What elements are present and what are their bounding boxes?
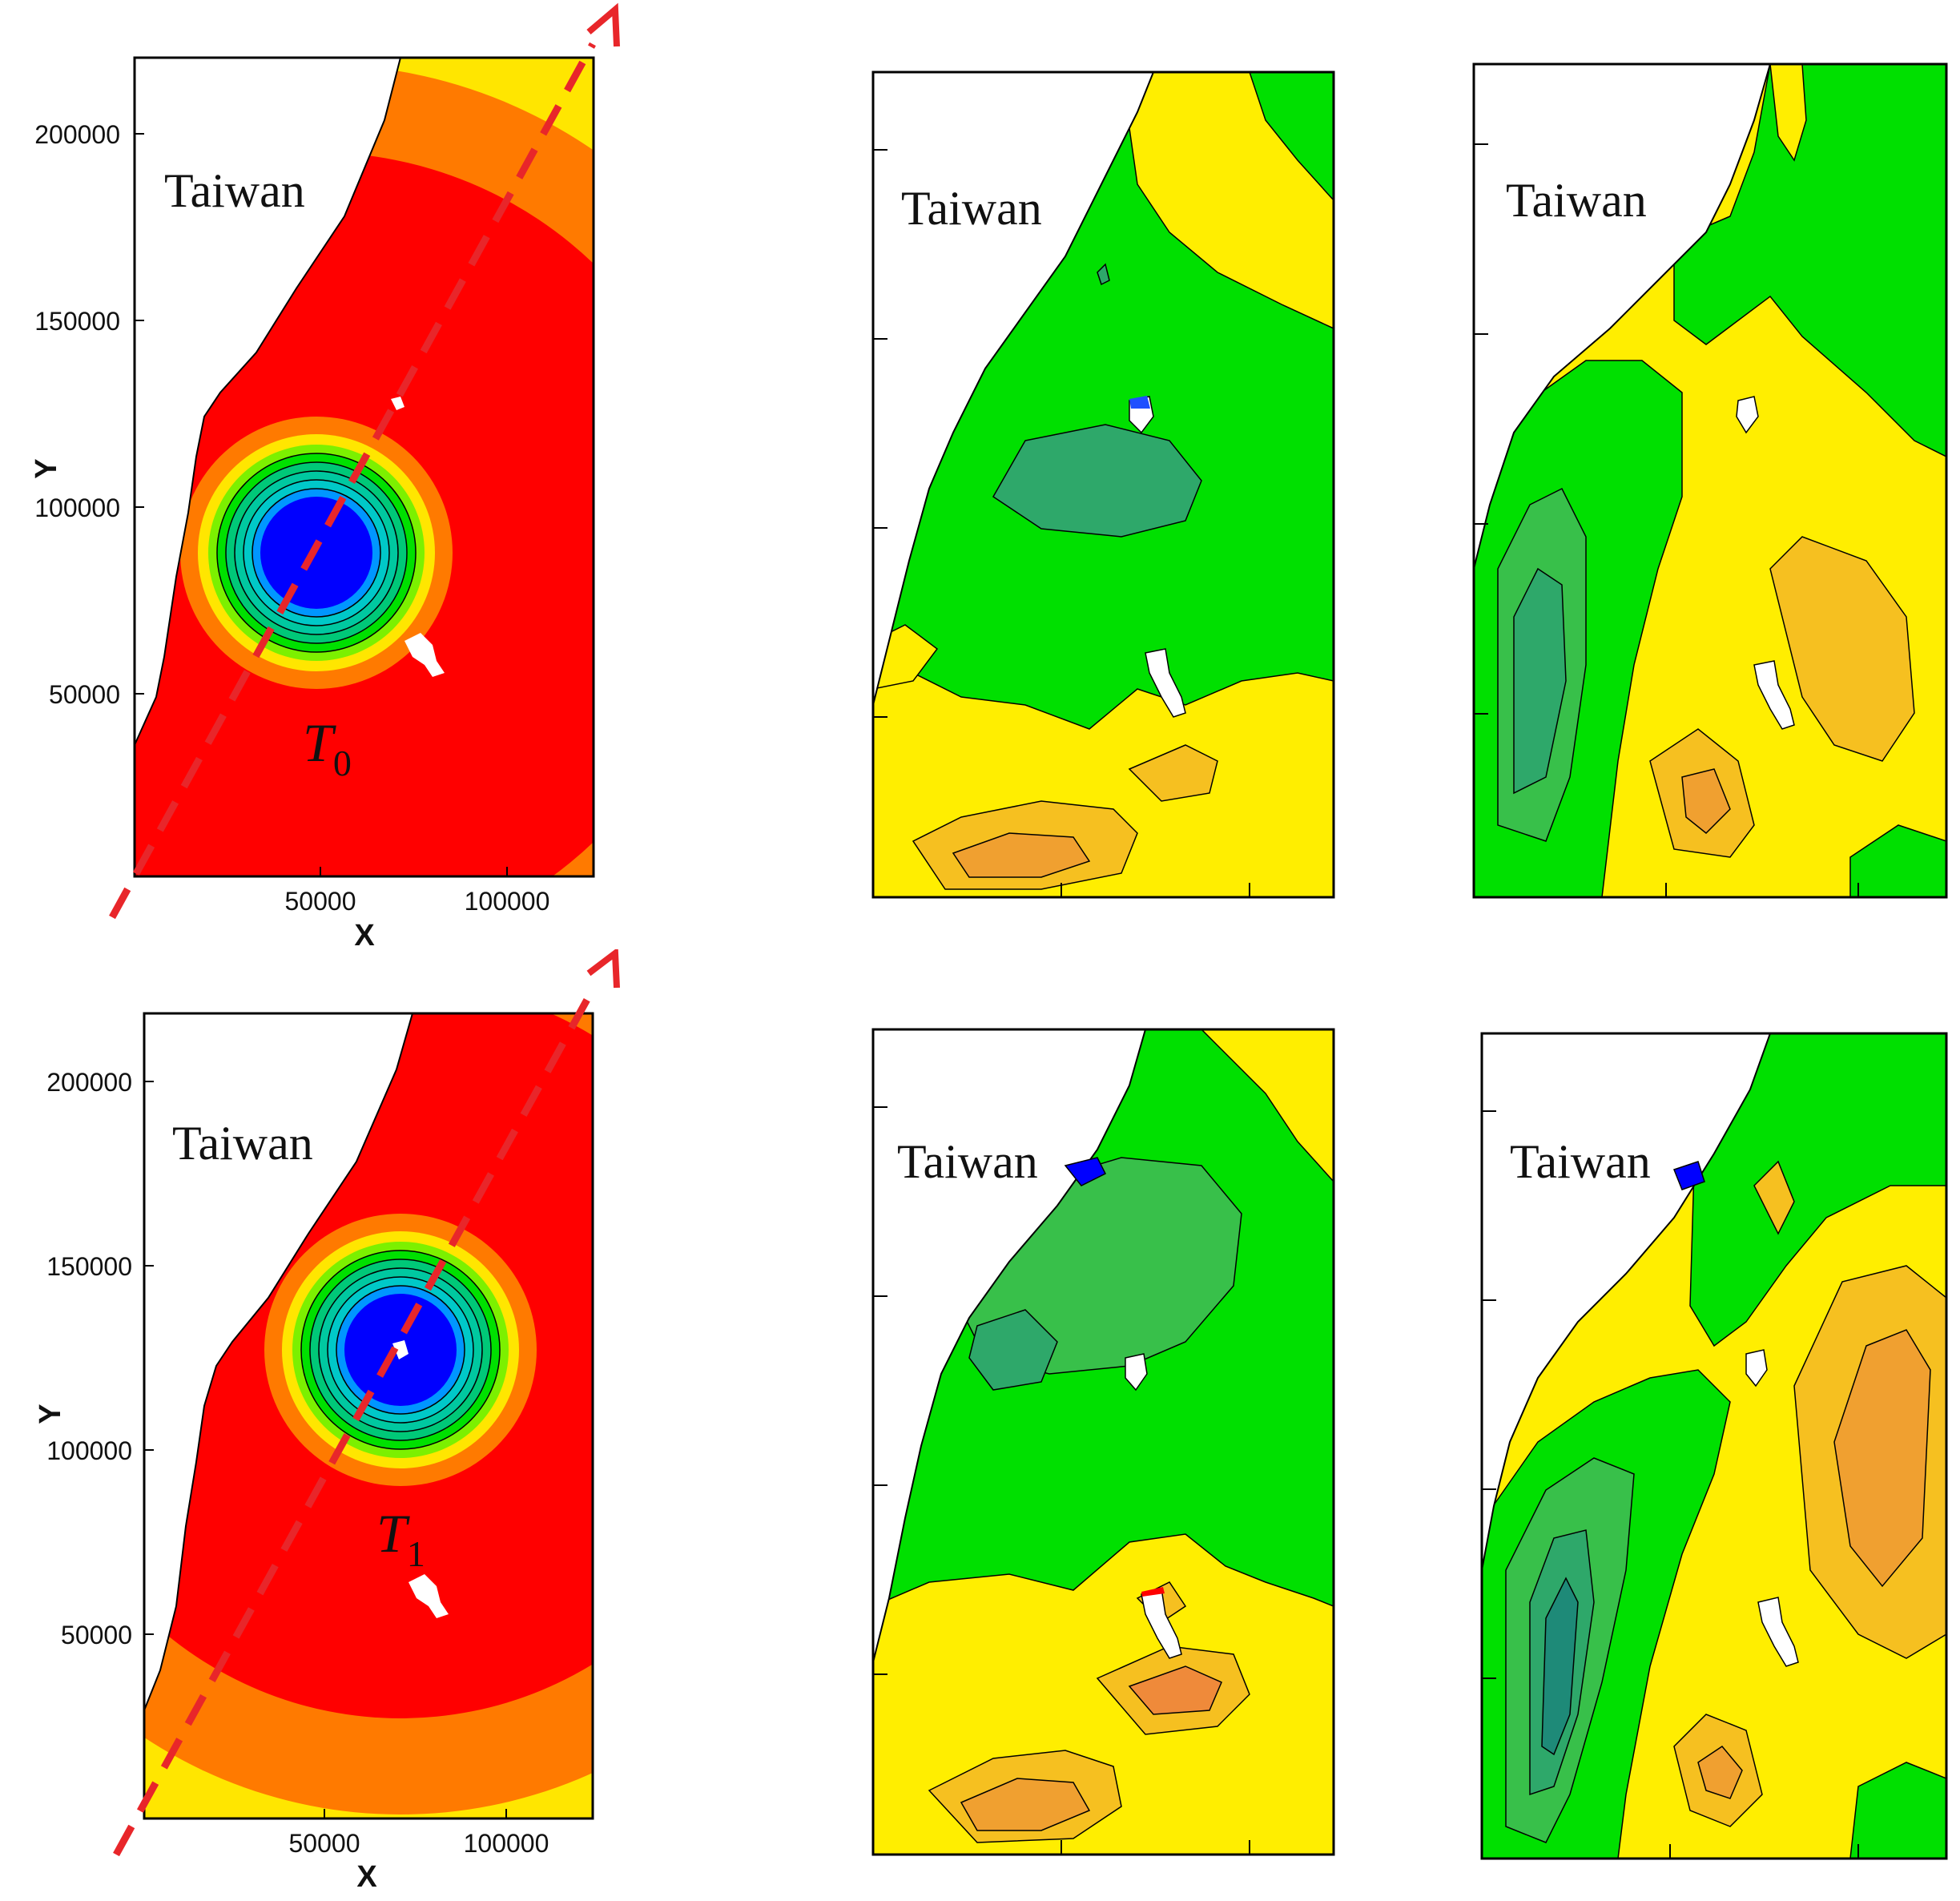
x-tick-100000: 100000 [464, 1829, 549, 1858]
plot-frame [1472, 62, 1948, 899]
island-small [391, 397, 404, 410]
y-axis-label: Y [30, 458, 63, 478]
x-tick-100000: 100000 [465, 887, 550, 916]
anomaly-contours [1482, 1033, 1946, 1859]
row-1-difference-map-b-panel: Taiwan [1466, 56, 1960, 905]
island-north [1745, 1349, 1768, 1387]
island-penghu [409, 1574, 449, 1618]
taiwan-landmass [873, 1029, 1147, 1663]
wind-contours [135, 58, 594, 876]
x-tick-50000: 50000 [289, 1829, 360, 1858]
time-label: T1 [376, 1503, 425, 1574]
region-label: Taiwan [1510, 1135, 1651, 1188]
row-1-difference-map-a-panel: Taiwan [865, 64, 1346, 905]
anomaly-contours [873, 1029, 1334, 1855]
typhoon-track [109, 2, 620, 920]
x-axis-label: X [356, 1860, 377, 1894]
island-penghu [1141, 1588, 1182, 1659]
island-penghu [1145, 648, 1186, 718]
y-tick-200000: 200000 [34, 120, 120, 149]
taiwan-landmass [135, 58, 402, 746]
region-label: Taiwan [164, 164, 305, 217]
island-north [1125, 1353, 1148, 1392]
island-north-white [392, 1340, 409, 1359]
track-arrow-icon [586, 2, 620, 47]
plot-frame [871, 1028, 1335, 1856]
island-penghu [1757, 1597, 1799, 1667]
track-arrow-icon [586, 949, 620, 989]
row-2-difference-map-a-panel: Taiwan [865, 1021, 1346, 1863]
y-tick-50000: 50000 [49, 680, 120, 709]
region-label: Taiwan [901, 182, 1042, 235]
taiwan-landmass [1474, 64, 1772, 570]
anomaly-contours [873, 72, 1334, 897]
region-label: Taiwan [1506, 174, 1647, 227]
region-label: Taiwan [172, 1117, 313, 1170]
row-1-wind-field-panel: 50000 100000 150000 200000 50000 100000 … [0, 0, 641, 945]
y-axis-label: Y [34, 1404, 67, 1424]
region-label: Taiwan [897, 1135, 1038, 1188]
taiwan-landmass [144, 1013, 414, 1711]
y-tick-200000: 200000 [46, 1068, 132, 1097]
island-penghu [404, 633, 445, 677]
plot-frame [143, 1012, 594, 1820]
island-blue-spot [1129, 396, 1150, 409]
typhoon-track [113, 949, 620, 1857]
row-2-difference-map-b-panel: Taiwan [1474, 1025, 1960, 1867]
plot-frame [1480, 1032, 1948, 1860]
plot-frame [133, 56, 595, 878]
row-2-wind-field-panel: 50000 100000 150000 200000 50000 100000 … [0, 949, 641, 1901]
y-tick-100000: 100000 [34, 493, 120, 522]
time-label: T0 [303, 712, 352, 783]
y-tick-50000: 50000 [61, 1621, 132, 1649]
island-penghu [1753, 660, 1795, 730]
wind-contours [144, 1013, 593, 1818]
taiwan-landmass [873, 72, 1155, 706]
y-tick-100000: 100000 [46, 1436, 132, 1465]
y-tick-150000: 150000 [46, 1252, 132, 1281]
y-tick-150000: 150000 [34, 307, 120, 336]
island-north [1736, 396, 1759, 434]
x-axis-label: X [354, 919, 375, 945]
x-tick-50000: 50000 [285, 887, 356, 916]
plot-frame [871, 70, 1335, 899]
anomaly-contours [1474, 64, 1946, 897]
